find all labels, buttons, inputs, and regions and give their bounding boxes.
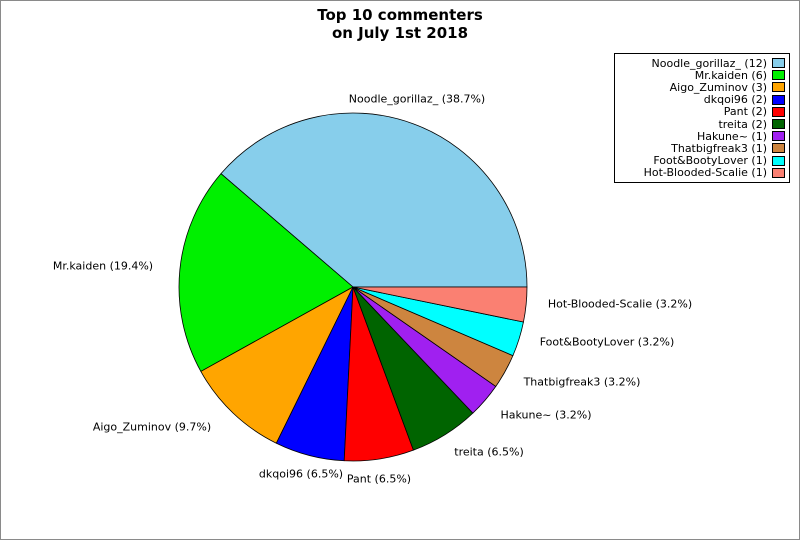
legend-label: Hot-Blooded-Scalie (1) [643,166,767,180]
legend: Noodle_gorillaz_ (12) Mr.kaiden (6) Aigo_Z… [614,53,790,183]
pie-slice-Noodle_gorillaz_ [220,112,528,288]
legend-swatch-icon [772,82,785,93]
slice-label-Pant: Pant (6.5%) [346,472,412,486]
legend-label: Thatbigfreak3 (1) [671,141,767,155]
legend-row-dkqoi96: dkqoi96 (2) [618,93,785,107]
slice-label-Hot-Blooded-Scalie: Hot-Blooded-Scalie (3.2%) [547,297,693,311]
slice-label-Mr.kaiden: Mr.kaiden (19.4%) [52,259,154,273]
slice-label-Aigo_Zuminov: Aigo_Zuminov (9.7%) [92,420,212,434]
pie-slice-Hot-Blooded-Scalie [352,286,528,323]
chart-title-line2: on July 1st 2018 [331,24,469,42]
slice-label-Foot&BootyLover: Foot&BootyLover (3.2%) [539,335,675,349]
pie-slice-Mr.kaiden [178,173,354,372]
legend-label: Foot&BootyLover (1) [653,154,767,168]
legend-label: treita (2) [718,117,767,131]
chart-title: Top 10 commenters on July 1st 2018 [1,6,799,42]
legend-row-Pant: Pant (2) [618,105,785,119]
legend-row-Aigo_Zuminov: Aigo_Zuminov (3) [618,80,785,94]
legend-row-Hot-Blooded-Scalie: Hot-Blooded-Scalie (1) [618,166,785,180]
legend-swatch-icon [772,131,785,142]
legend-row-Foot&BootyLover: Foot&BootyLover (1) [618,154,785,168]
legend-swatch-icon [772,106,785,117]
slice-label-Hakune~: Hakune~ (3.2%) [500,408,592,422]
slice-label-treita: treita (6.5%) [454,445,524,459]
legend-row-Thatbigfreak3: Thatbigfreak3 (1) [618,141,785,155]
legend-row-treita: treita (2) [618,117,785,131]
legend-label: dkqoi96 (2) [703,93,767,107]
slice-label-Thatbigfreak3: Thatbigfreak3 (3.2%) [523,375,641,389]
legend-label: Noodle_gorillaz_ (12) [651,56,768,70]
legend-label: Aigo_Zuminov (3) [669,80,767,94]
chart-title-line1: Top 10 commenters [317,6,483,24]
legend-label: Mr.kaiden (6) [694,68,767,82]
legend-swatch-icon [772,70,785,81]
legend-row-Noodle_gorillaz_: Noodle_gorillaz_ (12) [618,56,785,70]
legend-swatch-icon [772,143,785,154]
legend-row-Hakune~: Hakune~ (1) [618,129,785,143]
legend-swatch-icon [772,167,785,178]
legend-label: Hakune~ (1) [696,129,767,143]
legend-swatch-icon [772,155,785,166]
legend-swatch-icon [772,58,785,69]
legend-swatch-icon [772,119,785,130]
slice-label-dkqoi96: dkqoi96 (6.5%) [258,467,344,481]
slice-label-Noodle_gorillaz_: Noodle_gorillaz_ (38.7%) [348,92,486,106]
legend-label: Pant (2) [723,105,767,119]
legend-row-Mr.kaiden: Mr.kaiden (6) [618,68,785,82]
pie-slice-Aigo_Zuminov [200,286,354,444]
legend-swatch-icon [772,94,785,105]
